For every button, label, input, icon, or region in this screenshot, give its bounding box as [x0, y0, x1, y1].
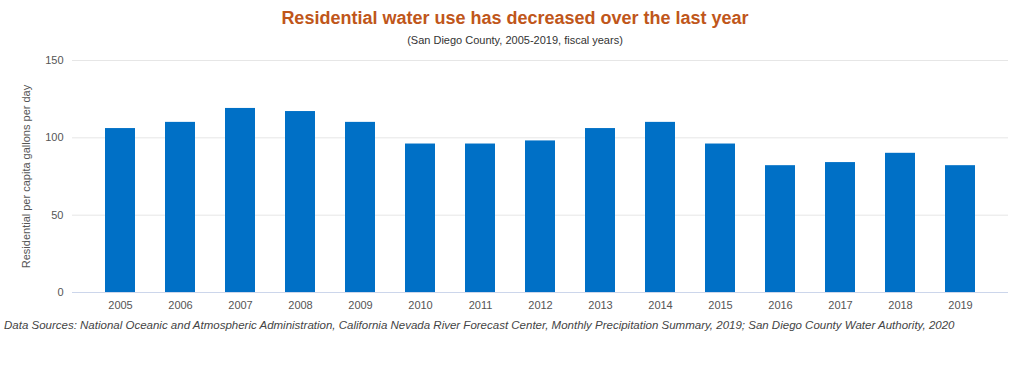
svg-text:150: 150 [45, 54, 63, 66]
svg-text:2017: 2017 [828, 299, 852, 311]
svg-text:2019: 2019 [948, 299, 972, 311]
html-text:Data Sources: National Oceanic: Data Sources: National Oceanic and Atmos… [4, 319, 955, 331]
svg-text:2007: 2007 [228, 299, 252, 311]
svg-text:2012: 2012 [528, 299, 552, 311]
svg-text:100: 100 [45, 131, 63, 143]
svg-text:Residential per capita gallons: Residential per capita gallons per day [20, 84, 32, 268]
svg-text:50: 50 [51, 209, 63, 221]
svg-text:2011: 2011 [469, 299, 493, 311]
html-text:Residential water use has decr: Residential water use has decreased over… [281, 8, 749, 28]
svg-text:2005: 2005 [108, 299, 132, 311]
svg-text:2006: 2006 [168, 299, 192, 311]
svg-text:2014: 2014 [648, 299, 672, 311]
svg-text:0: 0 [57, 286, 63, 298]
svg-text:2013: 2013 [588, 299, 612, 311]
svg-text:2009: 2009 [348, 299, 372, 311]
svg-text:2008: 2008 [288, 299, 312, 311]
html-text:(San Diego County, 2005-2019,: (San Diego County, 2005-2019, fiscal yea… [407, 34, 623, 46]
svg-text:2016: 2016 [768, 299, 792, 311]
svg-text:2018: 2018 [888, 299, 912, 311]
svg-text:2010: 2010 [408, 299, 432, 311]
svg-text:2015: 2015 [708, 299, 732, 311]
